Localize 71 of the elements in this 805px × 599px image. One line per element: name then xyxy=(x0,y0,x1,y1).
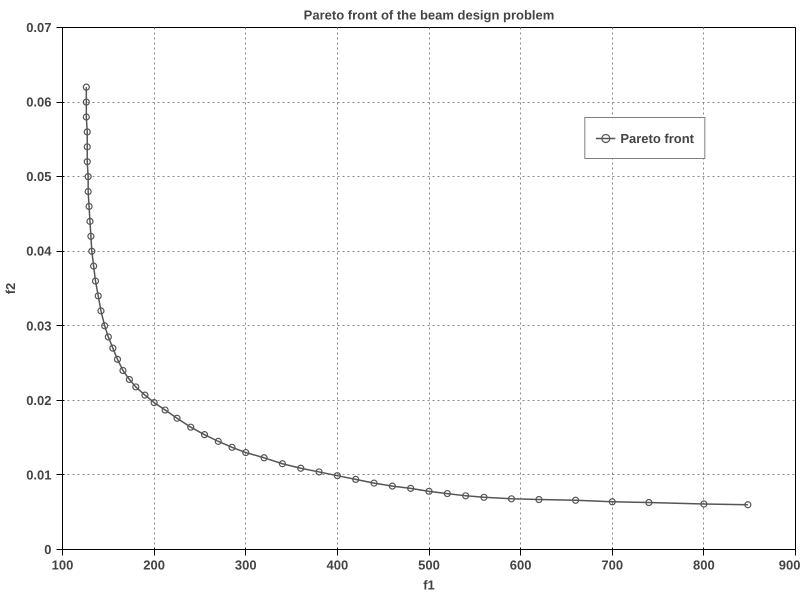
legend-label: Pareto front xyxy=(620,130,694,146)
point xyxy=(425,488,433,495)
x-tick-label: 300 xyxy=(234,558,257,572)
x-axis-title: f1 xyxy=(423,578,435,592)
y-tick-label: 0.03 xyxy=(26,318,52,334)
point xyxy=(82,113,90,121)
point xyxy=(97,307,105,314)
point xyxy=(228,444,236,451)
point xyxy=(480,494,488,501)
point xyxy=(85,202,93,210)
point xyxy=(84,143,91,150)
point xyxy=(84,173,92,180)
point xyxy=(645,498,652,506)
y-tick-label: 0.01 xyxy=(26,467,52,482)
point xyxy=(700,500,708,508)
point xyxy=(278,460,286,468)
y-tick-label: 0.05 xyxy=(26,169,52,184)
y-tick-label: 0.04 xyxy=(26,244,52,259)
x-tick-label: 100 xyxy=(52,558,74,572)
point xyxy=(86,218,94,225)
point xyxy=(150,399,158,406)
point xyxy=(109,344,116,352)
point xyxy=(608,498,616,506)
point xyxy=(352,476,360,483)
x-tick-label: 200 xyxy=(143,558,165,572)
point xyxy=(462,492,470,500)
x-tick-label: 900 xyxy=(778,558,801,572)
y-axis-title: f2 xyxy=(3,282,18,294)
x-tick-label: 500 xyxy=(418,558,440,572)
point xyxy=(162,406,169,414)
x-tick-label: 400 xyxy=(326,558,348,572)
point xyxy=(119,366,127,374)
point xyxy=(84,158,91,166)
point xyxy=(82,98,90,106)
point xyxy=(187,424,194,431)
x-tick-label: 700 xyxy=(601,558,624,572)
point xyxy=(260,454,268,462)
point xyxy=(535,496,543,504)
x-tick-label: 800 xyxy=(693,558,715,572)
point xyxy=(88,248,96,255)
point xyxy=(114,356,122,363)
point xyxy=(87,232,95,240)
point xyxy=(214,438,222,445)
point xyxy=(101,322,108,330)
y-tick-label: 0.02 xyxy=(26,392,52,408)
point xyxy=(104,333,112,341)
y-tick-label: 0.06 xyxy=(26,94,52,110)
point xyxy=(334,472,341,480)
point xyxy=(126,376,133,384)
point xyxy=(572,496,580,504)
point xyxy=(444,490,451,498)
point xyxy=(388,482,396,490)
point xyxy=(94,292,102,300)
point xyxy=(407,484,414,492)
point xyxy=(92,277,100,285)
y-tick-label: 0.07 xyxy=(26,20,52,35)
point xyxy=(200,431,208,438)
chart-title: Pareto front of the beam design problem xyxy=(304,8,554,22)
point xyxy=(90,262,98,270)
point xyxy=(508,495,516,502)
x-tick-label: 600 xyxy=(510,558,532,572)
point xyxy=(84,188,92,196)
point xyxy=(370,480,378,487)
point xyxy=(297,464,304,472)
y-tick-label: 0 xyxy=(44,542,52,557)
point xyxy=(315,468,323,476)
point xyxy=(132,383,140,391)
point xyxy=(141,392,149,399)
point xyxy=(84,128,91,136)
point xyxy=(173,414,181,422)
point xyxy=(242,448,250,456)
